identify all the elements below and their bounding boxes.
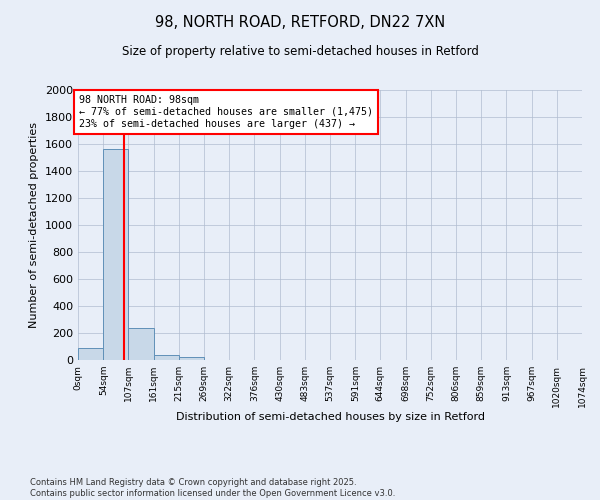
Y-axis label: Number of semi-detached properties: Number of semi-detached properties — [29, 122, 40, 328]
Bar — [128, 328, 154, 360]
Text: 98, NORTH ROAD, RETFORD, DN22 7XN: 98, NORTH ROAD, RETFORD, DN22 7XN — [155, 15, 445, 30]
X-axis label: Distribution of semi-detached houses by size in Retford: Distribution of semi-detached houses by … — [176, 412, 485, 422]
Text: Size of property relative to semi-detached houses in Retford: Size of property relative to semi-detach… — [122, 45, 478, 58]
Bar — [179, 356, 204, 360]
Text: Contains HM Land Registry data © Crown copyright and database right 2025.
Contai: Contains HM Land Registry data © Crown c… — [30, 478, 395, 498]
Bar — [154, 356, 179, 360]
Bar — [103, 150, 128, 360]
Text: 98 NORTH ROAD: 98sqm
← 77% of semi-detached houses are smaller (1,475)
23% of se: 98 NORTH ROAD: 98sqm ← 77% of semi-detac… — [79, 96, 373, 128]
Bar — [78, 348, 103, 360]
